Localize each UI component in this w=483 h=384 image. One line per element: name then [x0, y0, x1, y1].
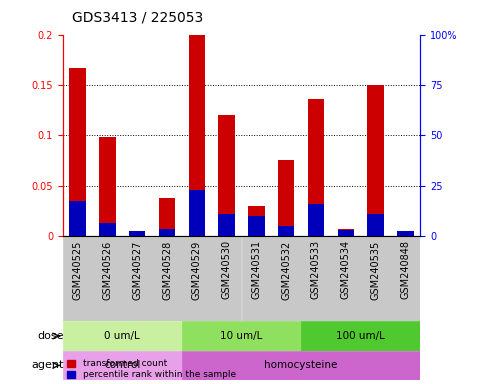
Bar	[308, 204, 324, 236]
Bar	[70, 68, 86, 236]
Bar	[278, 161, 294, 236]
Bar	[278, 226, 294, 236]
Bar	[159, 198, 175, 236]
Bar	[122, 236, 152, 321]
Text: GSM240533: GSM240533	[311, 240, 321, 300]
Text: GSM240529: GSM240529	[192, 240, 202, 300]
Bar	[301, 236, 331, 321]
Text: control: control	[104, 361, 141, 371]
Bar	[182, 321, 301, 351]
Bar	[212, 236, 242, 321]
Bar	[159, 229, 175, 236]
Bar	[331, 236, 361, 321]
Bar	[308, 99, 324, 236]
Bar	[218, 214, 235, 236]
Bar	[338, 229, 354, 236]
Bar	[390, 236, 420, 321]
Text: GSM240526: GSM240526	[102, 240, 113, 300]
Bar	[397, 231, 413, 236]
Text: agent: agent	[31, 361, 63, 371]
Text: GSM240531: GSM240531	[251, 240, 261, 300]
Legend: transformed count, percentile rank within the sample: transformed count, percentile rank withi…	[67, 359, 236, 379]
Bar	[218, 115, 235, 236]
Bar	[271, 236, 301, 321]
Bar	[189, 35, 205, 236]
Bar	[248, 206, 265, 236]
Bar	[242, 236, 271, 321]
Bar	[63, 351, 182, 380]
Bar	[129, 231, 145, 236]
Bar	[93, 236, 122, 321]
Bar	[301, 321, 420, 351]
Text: GSM240530: GSM240530	[222, 240, 232, 300]
Text: GSM240528: GSM240528	[162, 240, 172, 300]
Bar	[338, 230, 354, 236]
Text: GSM240532: GSM240532	[281, 240, 291, 300]
Bar	[63, 236, 93, 321]
Bar	[182, 351, 420, 380]
Bar	[368, 85, 384, 236]
Bar	[361, 236, 390, 321]
Bar	[182, 236, 212, 321]
Bar	[397, 231, 413, 236]
Bar	[129, 233, 145, 236]
Text: GSM240525: GSM240525	[72, 240, 83, 300]
Text: 10 um/L: 10 um/L	[220, 331, 263, 341]
Bar	[189, 190, 205, 236]
Bar	[63, 321, 182, 351]
Text: homocysteine: homocysteine	[264, 361, 338, 371]
Text: 0 um/L: 0 um/L	[104, 331, 140, 341]
Text: dose: dose	[37, 331, 63, 341]
Text: GDS3413 / 225053: GDS3413 / 225053	[72, 11, 204, 25]
Text: GSM240535: GSM240535	[370, 240, 381, 300]
Bar	[248, 216, 265, 236]
Text: GSM240848: GSM240848	[400, 240, 411, 299]
Bar	[368, 214, 384, 236]
Bar	[70, 201, 86, 236]
Bar	[99, 223, 115, 236]
Text: 100 um/L: 100 um/L	[336, 331, 385, 341]
Text: GSM240527: GSM240527	[132, 240, 142, 300]
Bar	[99, 137, 115, 236]
Bar	[152, 236, 182, 321]
Text: GSM240534: GSM240534	[341, 240, 351, 300]
